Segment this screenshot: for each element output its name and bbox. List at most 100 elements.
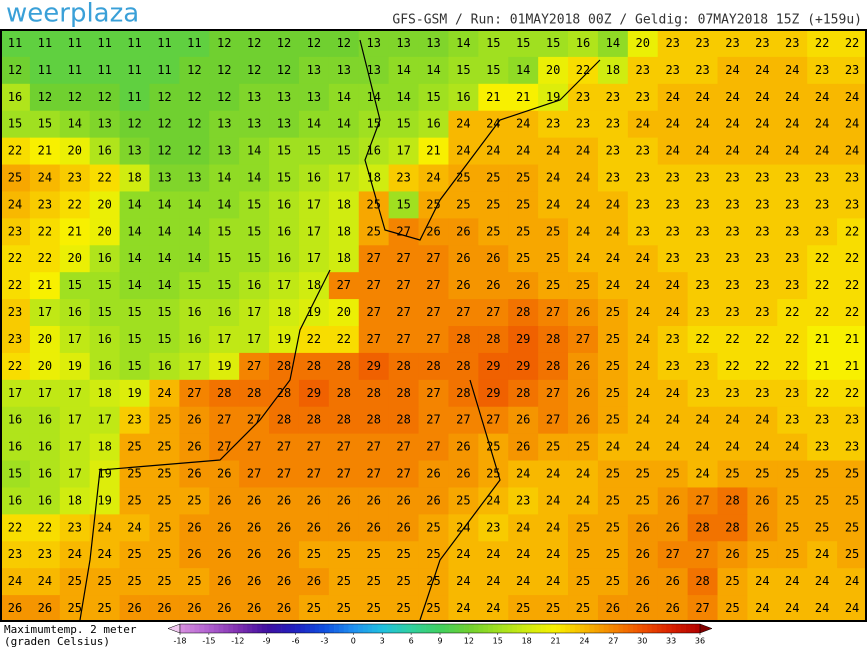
temp-cell (597, 514, 629, 542)
temp-cell (119, 568, 150, 596)
temp-value: 12 (187, 144, 201, 158)
temp-value: 14 (187, 224, 201, 238)
temp-cell (179, 406, 210, 435)
temp-cell (538, 299, 569, 327)
temp-value: 27 (366, 251, 380, 265)
temp-cell (627, 352, 659, 381)
temp-value: 27 (247, 440, 261, 454)
temp-cell (239, 164, 270, 192)
temp-value: 24 (785, 144, 799, 158)
temp-cell (328, 191, 360, 219)
colorbar-tick-label: -18 (173, 637, 186, 646)
colorbar-step (550, 624, 556, 633)
temp-value: 28 (546, 332, 560, 346)
temp-cell (59, 83, 91, 112)
temp-value: 23 (486, 520, 500, 534)
temp-value: 24 (636, 440, 650, 454)
temp-value: 26 (157, 601, 171, 615)
temp-cell (328, 514, 360, 542)
temp-cell (149, 568, 180, 596)
temp-value: 13 (366, 63, 380, 77)
temp-value: 24 (665, 305, 679, 319)
temp-value: 28 (426, 359, 440, 373)
temp-value: 27 (426, 278, 440, 292)
temp-cell (538, 110, 569, 139)
temp-value: 12 (277, 36, 291, 50)
temp-value: 24 (456, 574, 470, 588)
temp-cell (747, 487, 778, 515)
temp-cell (388, 514, 420, 542)
temp-cell (687, 83, 719, 112)
temp-cell (149, 352, 180, 381)
temp-value: 26 (277, 520, 291, 534)
temp-cell (179, 110, 210, 139)
temp-value: 23 (695, 278, 709, 292)
temp-cell (119, 218, 150, 246)
temp-value: 24 (665, 117, 679, 131)
temp-cell (747, 326, 778, 354)
temp-value: 26 (396, 493, 410, 507)
temp-cell (298, 595, 330, 623)
temp-value: 27 (426, 305, 440, 319)
temp-cell (717, 83, 748, 112)
temp-value: 23 (815, 171, 829, 185)
temp-value: 18 (68, 493, 82, 507)
temp-value: 19 (277, 332, 291, 346)
temp-cell (627, 541, 659, 569)
temp-value: 21 (516, 90, 530, 104)
temp-value: 13 (247, 117, 261, 131)
temp-value: 23 (815, 63, 829, 77)
temp-cell (298, 56, 330, 85)
temp-cell (448, 595, 479, 623)
temp-cell (0, 568, 31, 596)
temp-cell (807, 352, 838, 381)
colorbar-step (242, 624, 248, 633)
temp-cell (149, 164, 180, 192)
temp-cell (687, 191, 719, 219)
temp-cell (0, 56, 31, 85)
temp-value: 25 (606, 520, 620, 534)
temp-cell (119, 487, 150, 515)
temp-cell (59, 352, 91, 381)
temp-cell (388, 56, 420, 85)
temp-cell (89, 245, 121, 273)
temp-value: 23 (755, 251, 769, 265)
temp-value: 16 (68, 305, 82, 319)
temp-cell (59, 164, 91, 192)
temp-value: 27 (277, 467, 291, 481)
temp-cell (209, 110, 240, 139)
temp-cell (119, 406, 150, 435)
temp-value: 25 (486, 197, 500, 211)
temp-value: 25 (426, 601, 440, 615)
temp-value: 26 (247, 601, 261, 615)
temp-cell (89, 541, 121, 569)
temp-cell (418, 568, 449, 596)
temp-cell (568, 272, 599, 300)
temp-value: 26 (187, 547, 201, 561)
temp-cell (597, 137, 629, 166)
temp-value: 18 (337, 197, 351, 211)
temp-value: 12 (68, 90, 82, 104)
temp-cell (717, 110, 748, 139)
temp-value: 24 (665, 386, 679, 400)
temp-cell (717, 326, 748, 354)
temp-cell (29, 568, 61, 596)
temp-value: 26 (277, 493, 291, 507)
colorbar-step (507, 624, 513, 633)
temp-value: 24 (695, 467, 709, 481)
temp-value: 25 (815, 493, 829, 507)
temp-value: 26 (426, 467, 440, 481)
temp-value: 25 (785, 493, 799, 507)
temp-cell (89, 164, 121, 192)
temp-cell (657, 541, 689, 569)
temp-value: 27 (217, 413, 231, 427)
temp-value: 26 (456, 467, 470, 481)
temp-cell (777, 164, 808, 192)
temp-cell (627, 433, 659, 462)
temp-cell (119, 164, 150, 192)
temp-value: 24 (695, 440, 709, 454)
temp-value: 26 (187, 467, 201, 481)
colorbar-tick-label: -12 (231, 637, 244, 646)
temp-cell (657, 406, 689, 435)
temp-value: 12 (217, 63, 231, 77)
